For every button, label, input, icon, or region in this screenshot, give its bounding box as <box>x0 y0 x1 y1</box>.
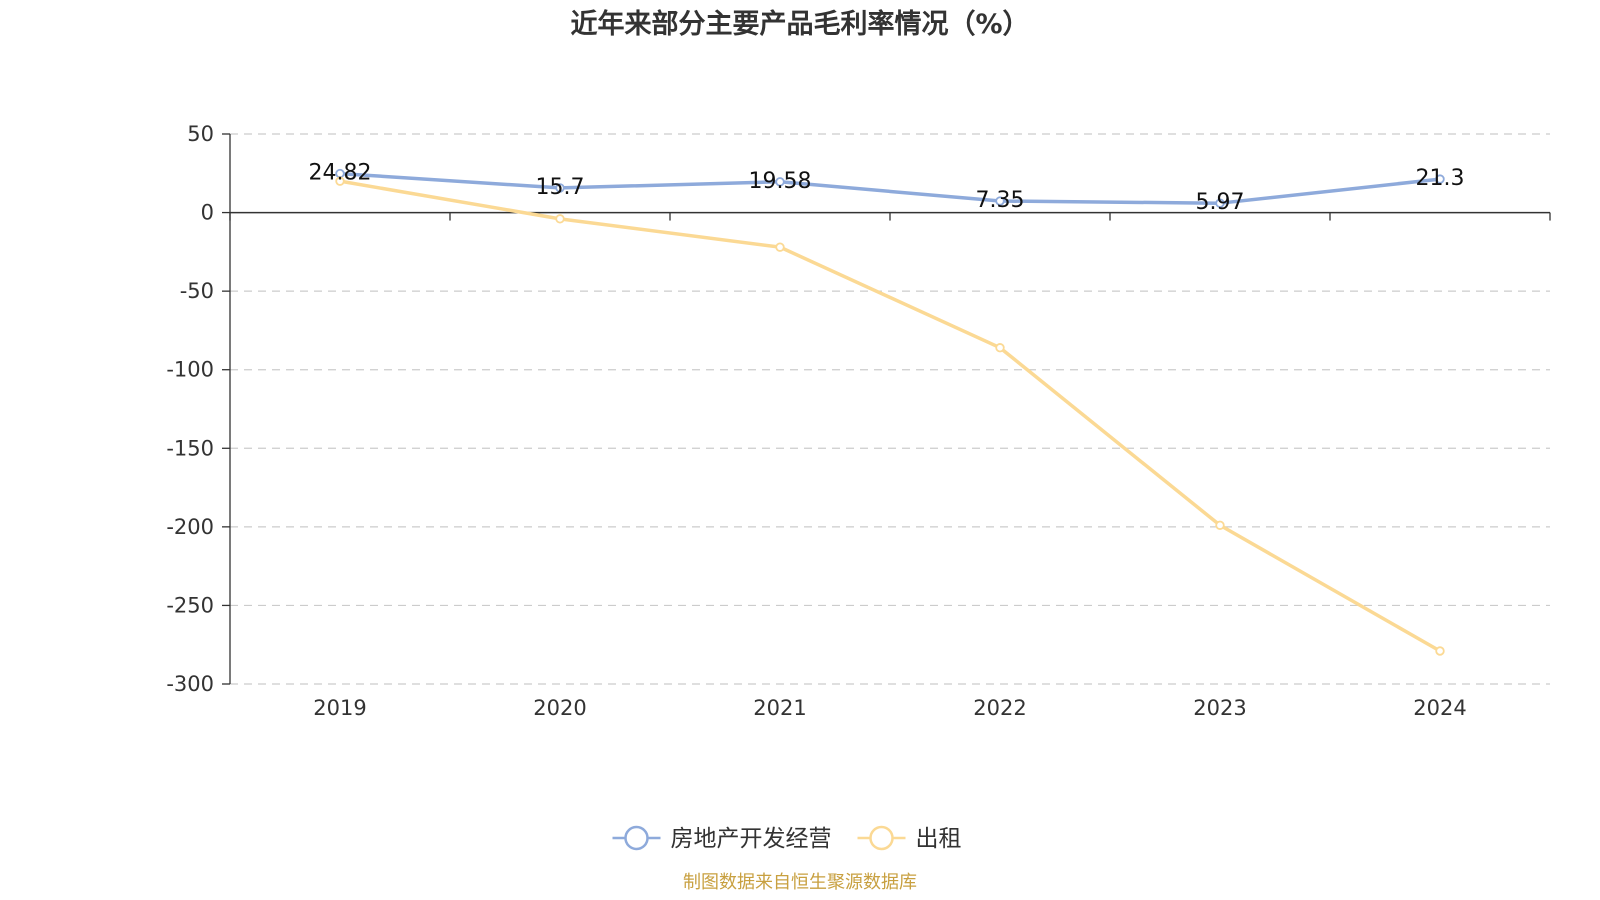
data-point <box>335 176 345 186</box>
series-line <box>338 171 1442 205</box>
y-tick-label: -150 <box>166 436 214 460</box>
legend-item[interactable]: 房地产开发经营 <box>612 825 832 852</box>
data-point <box>995 343 1005 353</box>
legend-marker-icon <box>624 825 649 851</box>
source-note: 制图数据来自恒生聚源数据库 <box>683 872 917 893</box>
data-label: 24.82 <box>309 161 372 186</box>
data-point <box>555 214 565 224</box>
data-point <box>1435 174 1445 184</box>
data-label: 7.35 <box>976 188 1025 213</box>
data-point <box>1215 520 1225 530</box>
series-line <box>338 179 1442 653</box>
series-lines <box>335 168 1445 656</box>
data-label: 5.97 <box>1196 190 1245 215</box>
y-tick-label: -50 <box>180 279 214 303</box>
chart-title: 近年来部分主要产品毛利率情况（%） <box>570 8 1029 40</box>
data-point <box>995 196 1005 206</box>
y-tick-label: -200 <box>166 515 214 539</box>
y-tick-label: 0 <box>201 201 214 225</box>
legend-marker-icon <box>869 825 894 851</box>
x-tick-label: 2020 <box>533 696 586 720</box>
data-label: 21.3 <box>1416 166 1465 191</box>
data-label: 15.7 <box>536 175 585 200</box>
legend-label: 房地产开发经营 <box>671 826 832 852</box>
x-tick-label: 2023 <box>1193 696 1246 720</box>
gridlines <box>230 133 1550 685</box>
legend: 房地产开发经营 出租 <box>612 825 962 852</box>
y-tick-label: -250 <box>166 593 214 617</box>
x-tick-label: 2021 <box>753 696 806 720</box>
data-point <box>555 183 565 193</box>
data-label: 19.58 <box>749 169 812 194</box>
x-tick-label: 2024 <box>1413 696 1466 720</box>
legend-label: 出租 <box>916 826 962 852</box>
y-tick-label: -100 <box>166 358 214 382</box>
y-tick-label: 50 <box>187 122 214 146</box>
data-labels: 24.82 15.7 19.58 7.35 5.97 21.3 <box>309 161 1465 216</box>
data-point <box>775 177 785 187</box>
data-point <box>775 242 785 252</box>
legend-item[interactable]: 出租 <box>857 825 962 852</box>
y-tick-label: -300 <box>166 672 214 696</box>
axes: 50 0 -50 -100 -150 -200 -250 -300 2019 2020 2021 20… <box>166 122 1551 720</box>
data-point <box>1435 646 1445 656</box>
x-tick-label: 2019 <box>313 696 366 720</box>
data-point <box>1215 198 1225 208</box>
x-tick-label: 2022 <box>973 696 1026 720</box>
